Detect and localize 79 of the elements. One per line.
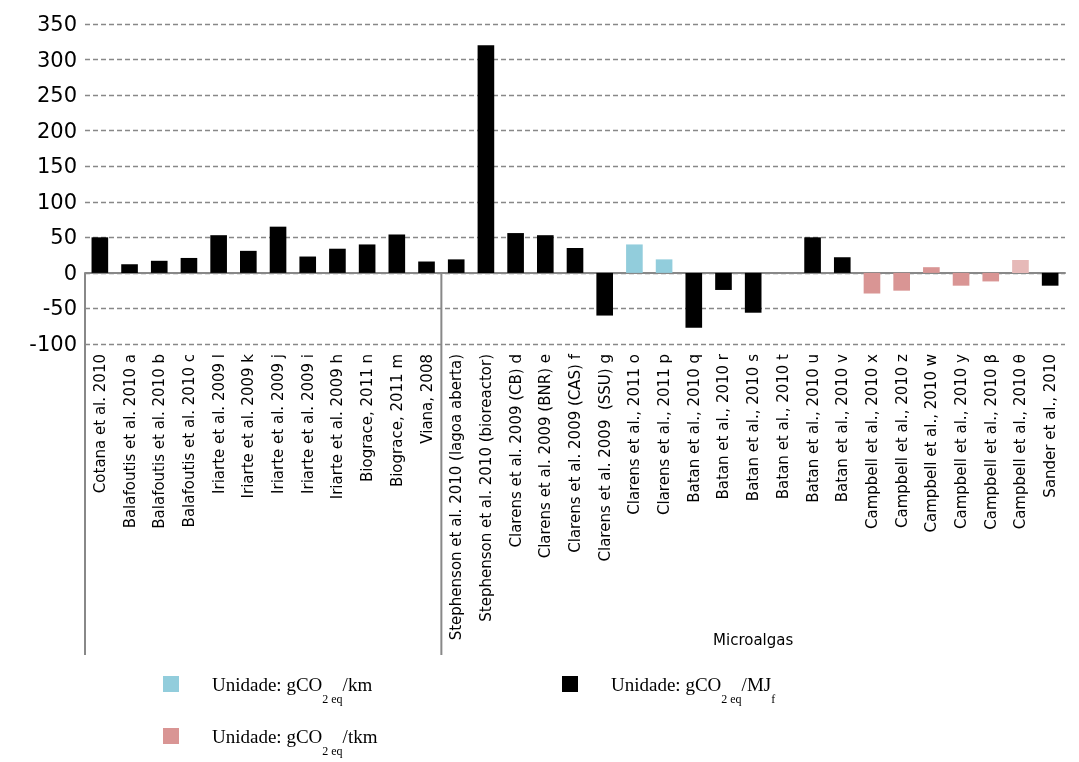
x-tick-label: Iriarte et al. 2009 i — [298, 354, 317, 494]
bar — [655, 259, 673, 273]
y-tick-label: 150 — [36, 154, 77, 179]
bar — [269, 226, 287, 273]
x-tick-label: Batan et al., 2010 t — [773, 353, 792, 500]
bar — [507, 233, 524, 273]
y-tick-label: 50 — [50, 225, 77, 250]
bar — [536, 235, 554, 273]
bar — [180, 257, 198, 273]
x-tick-label: Iriarte et al. 2009 k — [239, 353, 258, 499]
bar — [418, 261, 435, 273]
bar — [1041, 272, 1059, 286]
bar — [626, 244, 643, 273]
x-tick-label: Biograce, 2011 m — [387, 354, 406, 488]
x-tick-label: Balafoutis et al. 2010 c — [179, 354, 198, 528]
bar — [982, 272, 1000, 282]
bar — [804, 237, 821, 273]
y-tick-label: 300 — [36, 47, 77, 72]
x-tick-label: Cotana et al. 2010 — [90, 354, 109, 494]
legend-label: Unidade: gCO2 eq/km — [212, 673, 373, 706]
bar — [91, 237, 109, 273]
bar — [210, 235, 227, 273]
bar — [1012, 260, 1029, 273]
y-tick-label: -50 — [42, 296, 77, 321]
bar — [477, 45, 495, 273]
x-axis-title: Microalgas — [713, 631, 794, 649]
legend-label: Unidade: gCO2 eq/MJf — [611, 673, 776, 706]
x-tick-label: Biograce, 2011 n — [358, 354, 377, 482]
x-tick-label: Batan et al., 2010 v — [833, 353, 852, 503]
x-tick-label: Stephenson et al. 2010 (lagoa aberta) — [447, 354, 466, 641]
bar — [566, 248, 584, 273]
x-tick-label: Campbell et al., 2010 z — [892, 353, 911, 529]
bar — [863, 272, 881, 294]
x-tick-label: Iriarte et al. 2009 h — [328, 354, 347, 500]
bar — [685, 272, 703, 328]
bar — [388, 234, 406, 273]
x-tick-label: Campbell et al., 2010 β — [981, 354, 1000, 530]
y-tick-label: 0 — [63, 260, 77, 285]
legend-label: Unidade: gCO2 eq/tkm — [212, 725, 378, 758]
bar — [596, 272, 614, 316]
bar — [329, 248, 346, 273]
x-tick-label: Stephenson et al. 2010 (bioreactor) — [476, 354, 495, 622]
x-tick-label: Campbell et al., 2010 x — [862, 353, 881, 530]
x-tick-label: Campbell et al., 2010 w — [922, 354, 941, 533]
x-tick-label: Campbell et al., 2010 y — [952, 353, 971, 530]
x-tick-label: Clarens et al. 2009 (CAS) f — [566, 353, 584, 553]
bar — [358, 244, 376, 273]
y-tick-label: -100 — [29, 332, 77, 356]
y-tick-label: 350 — [36, 12, 77, 36]
x-tick-label: Campbell et al., 2010 θ — [1011, 354, 1030, 530]
x-tick-label: Clarens et al., 2011 p — [655, 354, 674, 515]
y-tick-label: 250 — [36, 83, 77, 108]
x-tick-label: Balafoutis et al. 2010 a — [120, 354, 139, 529]
x-tick-label: Sander et al., 2010 — [1041, 354, 1060, 498]
x-tick-label: Clarens et al. 2009 (BNR) e — [536, 354, 555, 559]
x-tick-label: Batan et al., 2010 s — [744, 353, 763, 502]
x-tick-label: Viana, 2008 — [417, 354, 436, 444]
bar — [299, 256, 317, 273]
bar — [893, 272, 910, 291]
bar — [952, 272, 970, 286]
x-tick-label: Iriarte et al. 2009 l — [209, 354, 228, 494]
x-tick-label: Batan et al., 2010 r — [714, 353, 733, 500]
x-tick-label: Batan et al., 2010 u — [803, 354, 822, 503]
bar — [240, 250, 257, 273]
bar — [744, 272, 762, 313]
x-tick-label: Batan et al., 2010 q — [684, 354, 703, 503]
x-tick-label: Clarens et al. 2009 (CB) d — [506, 354, 525, 548]
bar — [833, 257, 851, 273]
bar — [447, 259, 465, 273]
bar — [923, 267, 940, 273]
x-tick-label: Balafoutis et al. 2010 b — [150, 354, 169, 529]
y-tick-label: 200 — [36, 118, 77, 143]
bar — [715, 272, 732, 290]
x-tick-label: Clarens et al. 2009 (SSU) g — [595, 354, 614, 562]
x-tick-label: Iriarte et al. 2009 j — [269, 354, 288, 494]
y-tick-label: 100 — [36, 189, 77, 214]
x-tick-label: Clarens et al., 2011 o — [625, 354, 644, 515]
bar — [121, 264, 138, 273]
bar — [150, 260, 168, 273]
